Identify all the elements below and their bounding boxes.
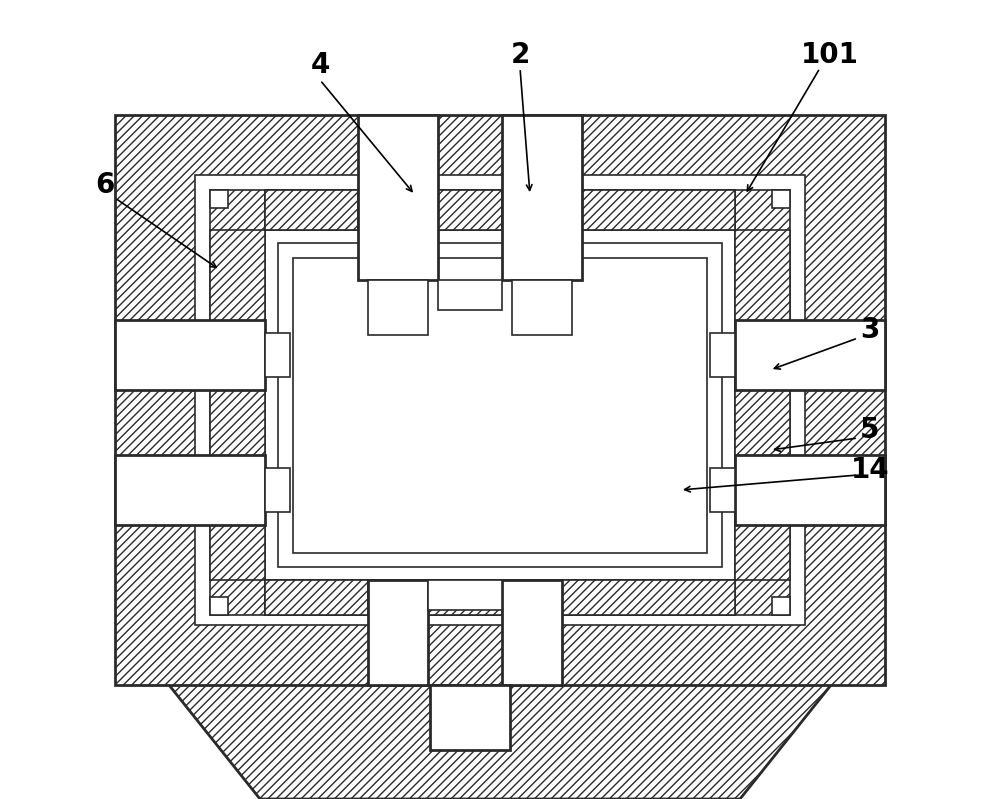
Bar: [368, 280, 428, 335]
Text: 5: 5: [860, 416, 880, 444]
Bar: [265, 580, 735, 615]
Bar: [438, 280, 502, 310]
Text: 2: 2: [510, 41, 530, 69]
Bar: [265, 190, 358, 230]
Bar: [428, 580, 502, 615]
Text: 3: 3: [860, 316, 880, 344]
Bar: [428, 580, 502, 610]
Bar: [735, 320, 885, 390]
Bar: [502, 115, 582, 280]
Bar: [265, 230, 735, 580]
Bar: [265, 580, 368, 615]
Bar: [265, 333, 290, 377]
Text: 101: 101: [801, 41, 859, 69]
Bar: [430, 685, 510, 750]
Bar: [278, 243, 722, 567]
Bar: [195, 175, 805, 625]
Bar: [293, 258, 707, 553]
Bar: [115, 320, 265, 390]
Bar: [210, 597, 228, 615]
Text: 6: 6: [95, 171, 115, 199]
Bar: [710, 333, 735, 377]
Bar: [210, 230, 265, 580]
Text: 4: 4: [310, 51, 330, 79]
Text: 14: 14: [851, 456, 889, 484]
Bar: [582, 190, 735, 230]
Bar: [265, 468, 290, 512]
Bar: [368, 580, 428, 685]
Bar: [210, 190, 790, 615]
Bar: [735, 455, 885, 525]
Bar: [772, 597, 790, 615]
Bar: [772, 190, 790, 208]
Bar: [210, 190, 228, 208]
Bar: [512, 280, 572, 335]
Polygon shape: [165, 680, 835, 799]
Bar: [562, 580, 735, 615]
Bar: [265, 190, 735, 230]
Bar: [710, 468, 735, 512]
Bar: [438, 190, 502, 230]
Bar: [115, 115, 885, 685]
Bar: [358, 115, 438, 280]
Bar: [502, 580, 562, 685]
Bar: [115, 455, 265, 525]
Bar: [735, 230, 790, 580]
